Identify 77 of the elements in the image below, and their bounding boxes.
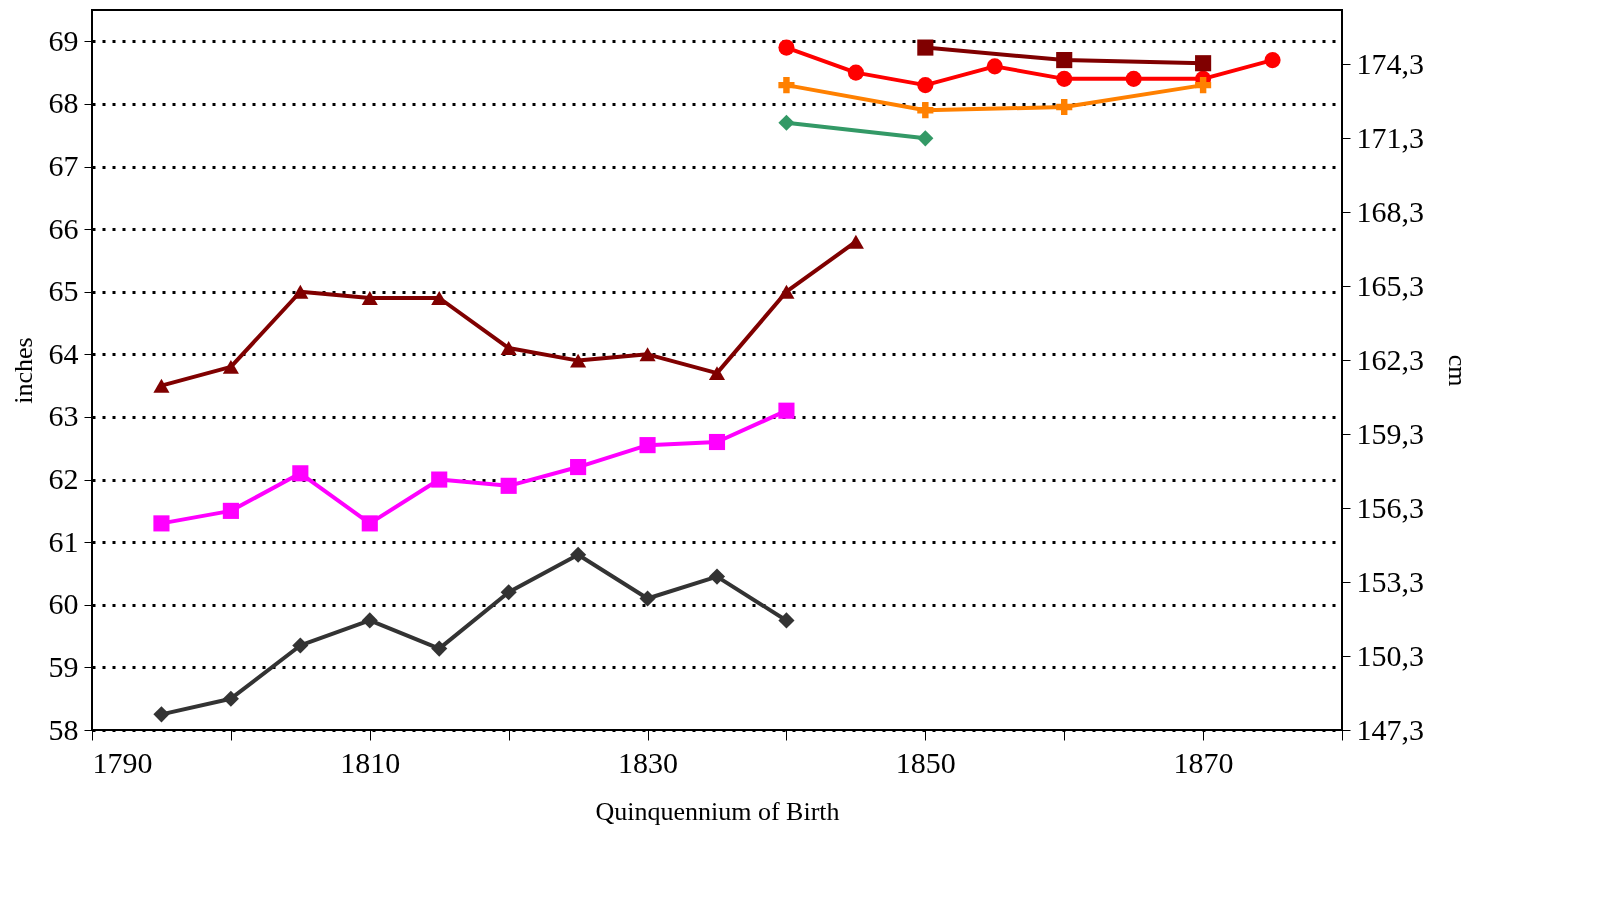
point bbox=[1056, 98, 1073, 116]
point bbox=[917, 130, 934, 147]
point bbox=[917, 77, 934, 94]
point bbox=[1195, 55, 1212, 72]
point bbox=[153, 378, 170, 393]
y2-axis-title: cm bbox=[1443, 354, 1472, 387]
point bbox=[708, 568, 726, 585]
point bbox=[986, 58, 1003, 75]
point bbox=[222, 502, 239, 519]
y-tick-label: 59 bbox=[48, 649, 79, 683]
point bbox=[500, 584, 517, 601]
point bbox=[222, 359, 239, 374]
x-tick-label: 1810 bbox=[340, 745, 401, 779]
point bbox=[361, 515, 378, 532]
y-axis-title: inches bbox=[8, 337, 38, 404]
point bbox=[917, 39, 934, 56]
y-tick-label: 68 bbox=[48, 86, 79, 120]
y2-tick-label: 171,3 bbox=[1356, 120, 1424, 154]
y2-tick-label: 168,3 bbox=[1356, 194, 1424, 228]
y-tick-label: 58 bbox=[48, 712, 79, 746]
y-tick-label: 65 bbox=[48, 274, 79, 308]
x-axis-title: Quinquennium of Birth bbox=[595, 796, 840, 826]
point bbox=[778, 39, 795, 56]
point bbox=[708, 433, 726, 451]
point bbox=[639, 590, 656, 607]
point bbox=[570, 458, 587, 476]
point bbox=[639, 437, 656, 454]
x-tick-label: 1830 bbox=[618, 745, 679, 779]
y-tick-label: 67 bbox=[48, 149, 79, 183]
point bbox=[153, 515, 170, 532]
point bbox=[639, 347, 656, 362]
point bbox=[847, 64, 864, 81]
point bbox=[1195, 77, 1212, 94]
point bbox=[1056, 52, 1073, 69]
point bbox=[1125, 70, 1142, 87]
y-tick-label: 62 bbox=[48, 462, 79, 496]
point bbox=[778, 284, 795, 299]
y-tick-label: 69 bbox=[48, 23, 79, 57]
y2-tick-label: 153,3 bbox=[1356, 564, 1424, 598]
y-tick-label: 63 bbox=[48, 399, 79, 433]
y-tick-label: 61 bbox=[48, 524, 79, 558]
y-tick-label: 66 bbox=[48, 211, 79, 245]
y2-tick-label: 174,3 bbox=[1356, 46, 1424, 80]
y2-tick-label: 150,3 bbox=[1356, 638, 1424, 672]
point bbox=[778, 612, 795, 629]
point bbox=[1056, 70, 1073, 87]
point bbox=[778, 114, 795, 131]
y2-tick-label: 156,3 bbox=[1356, 490, 1424, 524]
y-tick-label: 60 bbox=[48, 587, 79, 621]
point bbox=[570, 546, 587, 563]
y2-tick-label: 159,3 bbox=[1356, 416, 1424, 450]
point bbox=[431, 291, 448, 305]
point bbox=[292, 284, 309, 299]
point bbox=[1264, 52, 1281, 69]
point bbox=[222, 690, 239, 707]
point bbox=[292, 637, 309, 654]
point bbox=[153, 706, 170, 723]
point bbox=[847, 234, 864, 249]
y2-tick-label: 165,3 bbox=[1356, 268, 1424, 302]
point bbox=[431, 471, 448, 488]
x-tick-label: 1850 bbox=[895, 745, 956, 779]
point bbox=[570, 353, 587, 368]
point bbox=[917, 102, 934, 119]
point bbox=[778, 402, 795, 419]
point bbox=[292, 465, 309, 482]
y-tick-label: 64 bbox=[48, 336, 79, 370]
point bbox=[361, 291, 378, 305]
x-tick-label: 1790 bbox=[92, 745, 153, 779]
point bbox=[431, 640, 448, 657]
point bbox=[778, 77, 795, 94]
y2-tick-label: 147,3 bbox=[1356, 712, 1424, 746]
point bbox=[708, 366, 726, 381]
point bbox=[500, 341, 517, 356]
point bbox=[361, 612, 378, 629]
x-tick-label: 1870 bbox=[1173, 745, 1234, 779]
y2-tick-label: 162,3 bbox=[1356, 342, 1424, 376]
point bbox=[500, 477, 517, 494]
